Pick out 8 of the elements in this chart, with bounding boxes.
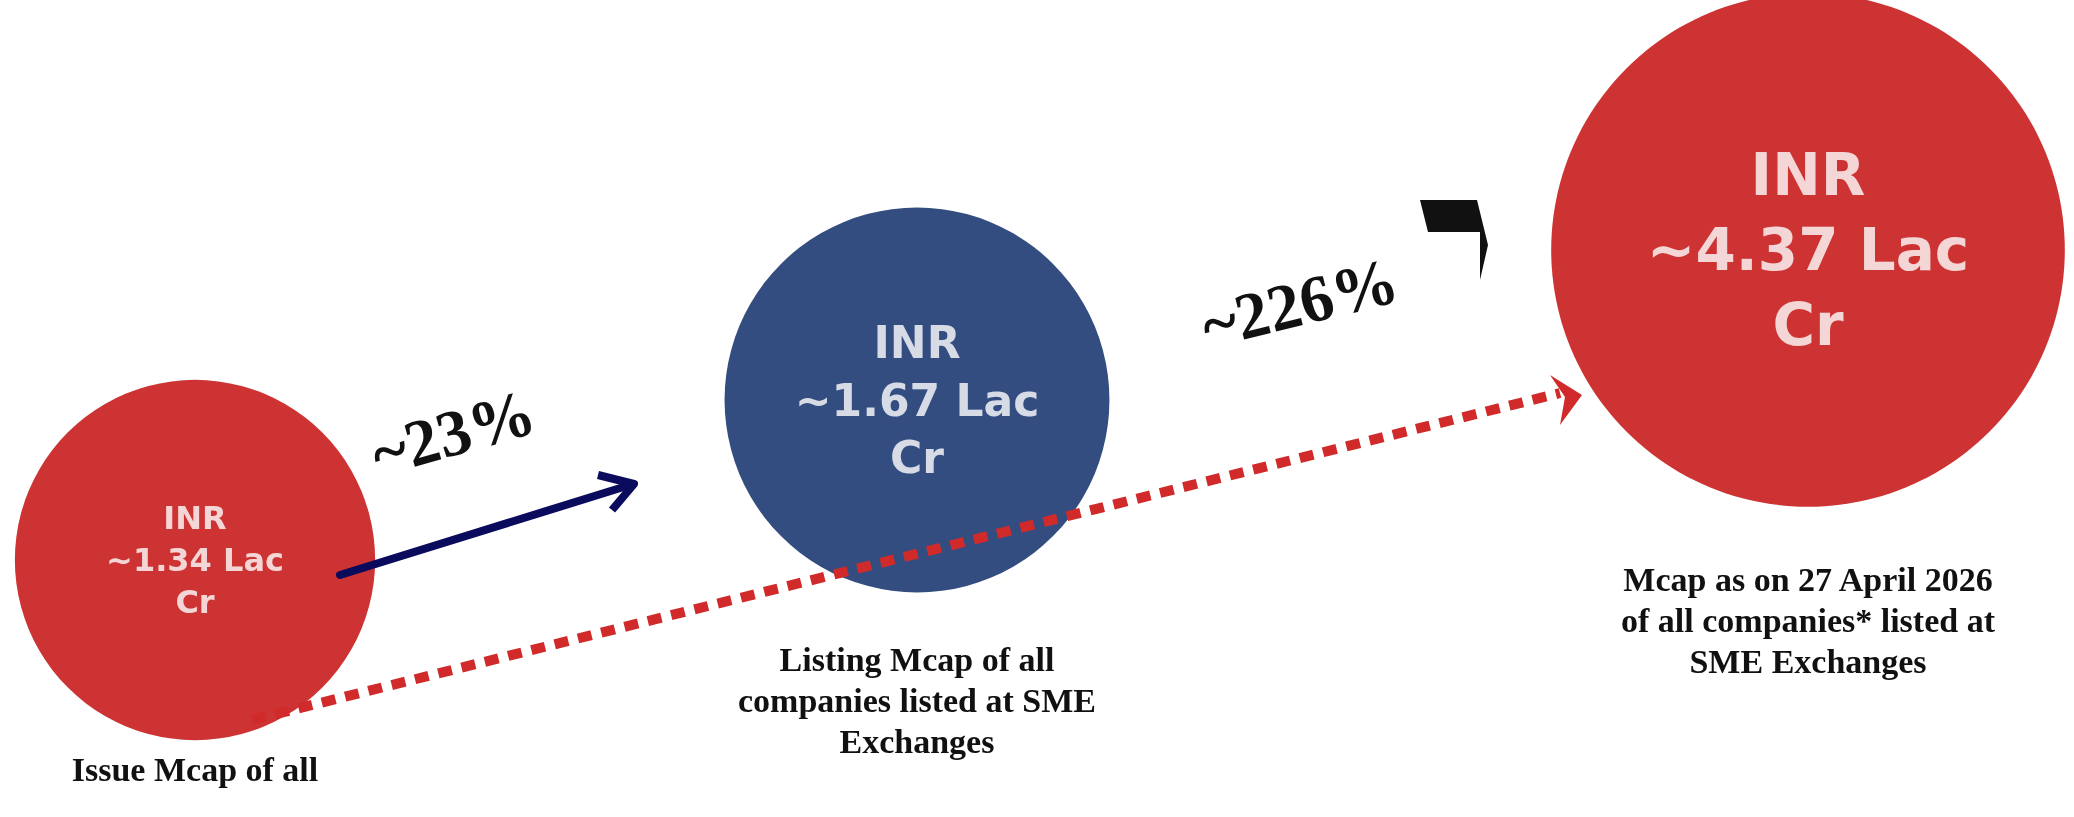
category-label: Listing Mcap of all companies listed at SME Exchanges — [737, 640, 1097, 762]
data-label: INR ~1.67 Lac Cr — [794, 317, 1040, 483]
category-label: Issue Mcap of all — [70, 750, 320, 790]
category-label: Mcap as on 27 April 2026 of all companies* listed at SME Exchanges — [1620, 560, 1996, 682]
text: ~226% — [1193, 242, 1406, 364]
text: ~23% — [362, 373, 544, 493]
data-label: INR ~4.37 Lac Cr — [1646, 140, 1970, 360]
data-label: INR ~1.34 Lac Cr — [106, 499, 284, 621]
